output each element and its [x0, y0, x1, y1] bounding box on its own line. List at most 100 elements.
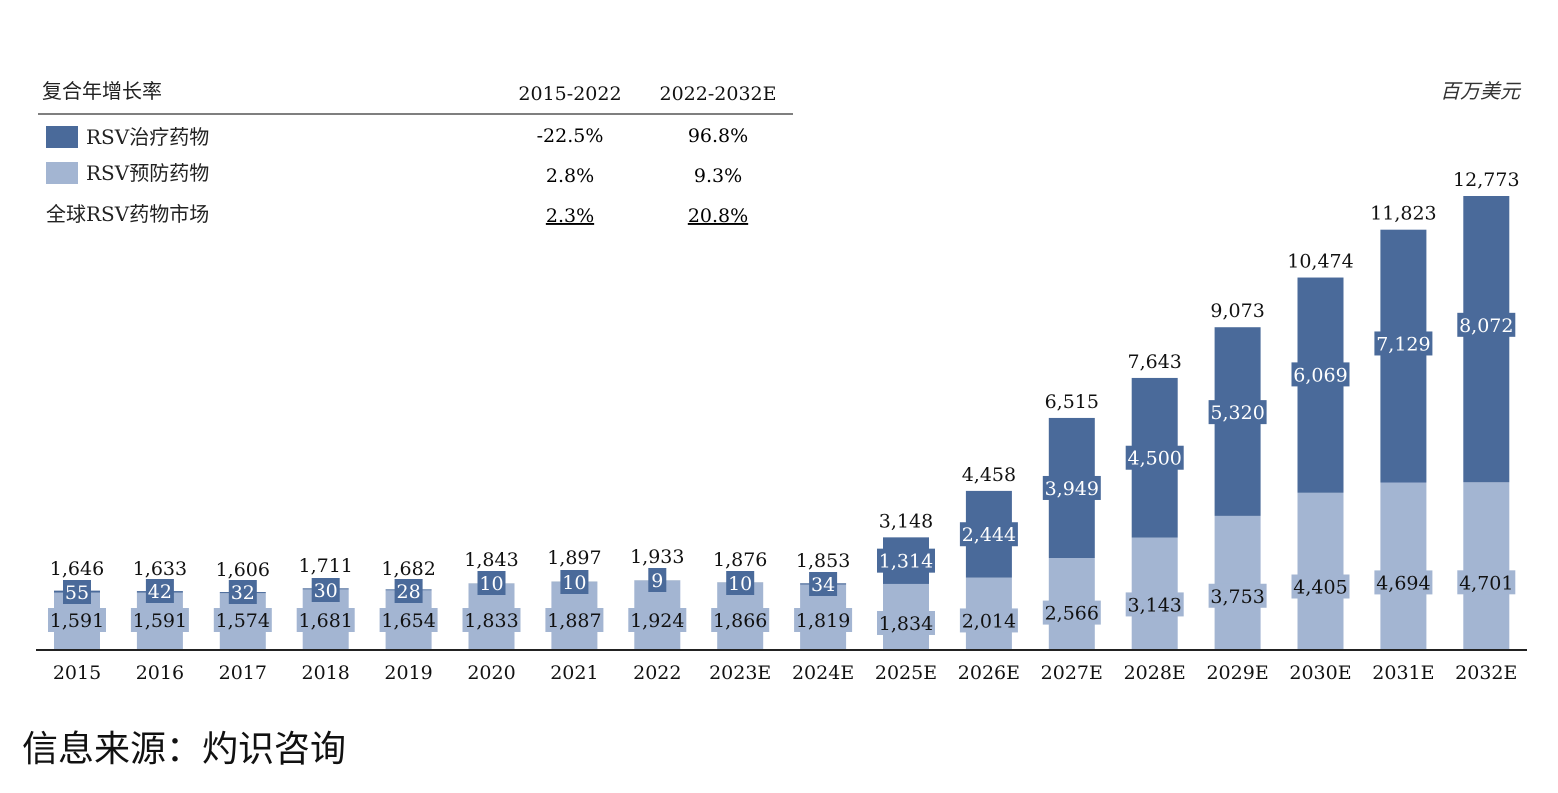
- data-label-treatment-2015-bg: [63, 580, 91, 604]
- x-tick-2028E: 2028E: [1124, 662, 1186, 684]
- data-label-prevention-2026E: 2,014: [962, 610, 1016, 632]
- x-tick-2021: 2021: [550, 662, 598, 684]
- source-note: 信息来源：灼识咨询: [22, 729, 347, 770]
- data-label-prevention-2032E-bg: [1457, 570, 1516, 595]
- cagr-row-label-treatment: RSV治疗药物: [86, 125, 209, 149]
- data-label-treatment-2018-bg: [311, 578, 340, 602]
- total-label-2021: 1,897: [547, 547, 601, 569]
- cagr-row-treatment-v1: -22.5%: [537, 125, 604, 147]
- data-label-prevention-2018: 1,681: [298, 610, 352, 632]
- data-label-prevention-2029E: 3,753: [1210, 586, 1264, 608]
- data-label-treatment-2016: 42: [148, 581, 172, 603]
- legend-swatch-prevention: [46, 162, 78, 184]
- data-label-treatment-2030E: 6,069: [1293, 364, 1347, 386]
- data-label-treatment-2022-bg: [648, 568, 667, 592]
- x-tick-2032E: 2032E: [1455, 662, 1517, 684]
- cagr-row-total-v2: 20.8%: [688, 205, 748, 227]
- data-label-treatment-2021: 10: [562, 572, 586, 594]
- x-tick-2027E: 2027E: [1041, 662, 1103, 684]
- total-label-2031E: 11,823: [1370, 203, 1436, 225]
- x-tick-2029E: 2029E: [1206, 662, 1268, 684]
- data-label-prevention-2031E: 4,694: [1376, 572, 1430, 594]
- data-label-treatment-2015: 55: [65, 582, 89, 604]
- cagr-period-2: 2022-2032E: [660, 83, 777, 105]
- data-label-treatment-2017-bg: [228, 580, 257, 604]
- data-label-treatment-2031E: 7,129: [1376, 333, 1430, 355]
- x-tick-2018: 2018: [302, 662, 350, 684]
- data-label-treatment-2028E-bg: [1125, 445, 1184, 470]
- data-label-treatment-2026E: 2,444: [962, 524, 1016, 546]
- data-label-prevention-2023E-bg: [711, 608, 770, 632]
- data-label-treatment-2024E: 34: [811, 574, 835, 596]
- total-label-2019: 1,682: [381, 558, 435, 580]
- total-label-2026E: 4,458: [962, 464, 1016, 486]
- data-label-treatment-2023E: 10: [728, 573, 752, 595]
- data-label-treatment-2016-bg: [145, 579, 174, 603]
- data-label-treatment-2025E-bg: [877, 548, 935, 573]
- data-label-prevention-2032E: 4,701: [1459, 572, 1513, 594]
- data-label-prevention-2016: 1,591: [133, 610, 187, 632]
- data-label-treatment-2020: 10: [479, 573, 503, 595]
- x-tick-2022: 2022: [633, 662, 681, 684]
- cagr-row-total-v1: 2.3%: [546, 205, 594, 227]
- total-label-2015: 1,646: [50, 558, 104, 580]
- cagr-row-prevention-v1: 2.8%: [546, 165, 594, 187]
- total-label-2027E: 6,515: [1045, 391, 1099, 413]
- data-label-prevention-2028E: 3,143: [1127, 594, 1181, 616]
- data-label-prevention-2022-bg: [628, 608, 687, 632]
- data-label-prevention-2030E-bg: [1291, 574, 1350, 599]
- cagr-row-label-total: 全球RSV药物市场: [46, 202, 209, 226]
- total-label-2018: 1,711: [298, 555, 352, 577]
- data-label-prevention-2019-bg: [379, 608, 438, 632]
- total-label-2025E: 3,148: [879, 510, 933, 532]
- data-label-prevention-2016-bg: [130, 608, 189, 632]
- x-tick-2023E: 2023E: [709, 662, 771, 684]
- x-tick-labels: 2015 2016 2017 2018 2019 2020 2021 2022 2023E 202…: [53, 662, 1518, 684]
- data-label-treatment-2022: 9: [651, 570, 663, 592]
- data-label-prevention-2030E: 4,405: [1293, 577, 1347, 599]
- x-tick-2031E: 2031E: [1372, 662, 1434, 684]
- data-label-prevention-2020: 1,833: [464, 610, 518, 632]
- data-label-prevention-2021: 1,887: [547, 610, 601, 632]
- data-label-prevention-2015: 1,591: [50, 610, 104, 632]
- data-label-treatment-2032E-bg: [1457, 312, 1516, 337]
- data-label-prevention-2026E-bg: [959, 608, 1018, 633]
- data-label-treatment-2021-bg: [560, 570, 589, 594]
- data-label-prevention-2017: 1,574: [216, 610, 270, 632]
- data-label-prevention-2028E-bg: [1125, 592, 1184, 617]
- total-label-2029E: 9,073: [1210, 300, 1264, 322]
- total-label-2022: 1,933: [630, 546, 684, 568]
- total-label-2032E: 12,773: [1453, 169, 1519, 191]
- x-tick-2016: 2016: [136, 662, 184, 684]
- x-tick-2024E: 2024E: [792, 662, 854, 684]
- data-label-prevention-2029E-bg: [1208, 583, 1267, 608]
- cagr-table: 复合年增长率 2015-2022 2022-2032E RSV治疗药物 -22.…: [38, 79, 793, 227]
- x-tick-2020: 2020: [467, 662, 515, 684]
- total-label-2023E: 1,876: [713, 549, 767, 571]
- bar-treatment-2031E: [1380, 229, 1427, 483]
- data-label-treatment-2030E-bg: [1291, 362, 1350, 387]
- data-label-treatment-2023E-bg: [726, 571, 755, 595]
- data-label-prevention-2027E-bg: [1042, 600, 1101, 625]
- unit-label: 百万美元: [1440, 79, 1522, 103]
- cagr-row-label-prevention: RSV预防药物: [86, 161, 209, 185]
- data-label-prevention-2018-bg: [296, 608, 355, 632]
- total-label-2020: 1,843: [464, 549, 518, 571]
- data-label-treatment-2024E-bg: [809, 572, 838, 596]
- data-label-treatment-2029E-bg: [1208, 400, 1267, 425]
- data-label-treatment-2019-bg: [394, 579, 423, 603]
- cagr-period-1: 2015-2022: [518, 83, 621, 105]
- x-tick-2030E: 2030E: [1289, 662, 1351, 684]
- data-label-treatment-2025E: 1,314: [879, 551, 933, 573]
- data-label-prevention-2021-bg: [545, 608, 604, 632]
- data-label-prevention-2025E: 1,834: [879, 613, 933, 635]
- data-label-treatment-2027E-bg: [1042, 475, 1101, 500]
- data-label-treatment-2017: 32: [231, 582, 255, 604]
- data-label-treatment-2026E-bg: [959, 522, 1018, 547]
- total-label-2024E: 1,853: [796, 550, 850, 572]
- total-label-2016: 1,633: [133, 558, 187, 580]
- data-label-prevention-2015-bg: [48, 608, 106, 632]
- total-label-2017: 1,606: [216, 559, 270, 581]
- data-label-prevention-2020-bg: [462, 608, 521, 632]
